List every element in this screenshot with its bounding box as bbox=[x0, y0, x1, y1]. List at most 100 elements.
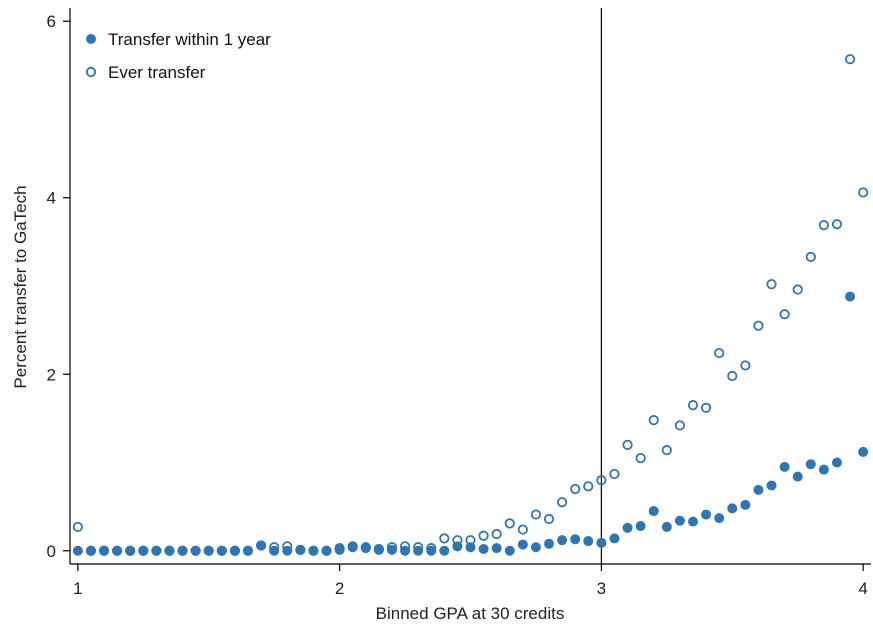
transfer-within-1-year-point bbox=[465, 542, 476, 553]
y-tick-label: 6 bbox=[47, 12, 56, 31]
ever-transfer-point bbox=[98, 545, 110, 556]
ever-transfer-point bbox=[609, 468, 620, 480]
ever-transfer-point bbox=[661, 445, 672, 456]
ever-transfer-point bbox=[648, 415, 659, 426]
transfer-within-1-year-point bbox=[426, 545, 437, 556]
transfer-within-1-year-point bbox=[439, 545, 450, 556]
ever-transfer-point bbox=[543, 513, 555, 525]
ever-transfer-point bbox=[413, 542, 424, 553]
ever-transfer-point bbox=[112, 545, 123, 556]
ever-transfer-point bbox=[674, 420, 686, 431]
ever-transfer-point bbox=[753, 320, 764, 331]
ever-transfer-point bbox=[452, 535, 463, 546]
ever-transfer-point bbox=[164, 545, 175, 556]
ever-transfer-point bbox=[399, 541, 411, 552]
ever-transfer-point bbox=[491, 528, 502, 540]
transfer-within-1-year-point bbox=[72, 545, 83, 556]
ever-transfer-point bbox=[347, 541, 358, 552]
ever-transfer-point bbox=[373, 543, 384, 555]
ever-transfer-point bbox=[805, 251, 816, 262]
transfer-within-1-year-point bbox=[570, 534, 581, 545]
transfer-within-1-year-point bbox=[740, 499, 751, 510]
transfer-within-1-year-point bbox=[491, 543, 502, 554]
transfer-within-1-year-point bbox=[622, 522, 633, 533]
transfer-within-1-year-point bbox=[805, 459, 816, 470]
ever-transfer-point bbox=[700, 402, 712, 413]
ever-transfer-point bbox=[216, 545, 227, 556]
ever-transfer-point bbox=[386, 542, 398, 553]
transfer-within-1-year-point bbox=[648, 506, 659, 517]
ever-transfer-point bbox=[570, 483, 581, 495]
ever-transfer-point bbox=[125, 545, 136, 556]
ever-transfer-point bbox=[321, 545, 332, 556]
transfer-within-1-year-point bbox=[609, 533, 620, 544]
ever-transfer-point bbox=[858, 187, 869, 198]
ever-transfer-point bbox=[596, 475, 607, 486]
transfer-within-1-year-point bbox=[688, 516, 698, 527]
ever-transfer-point bbox=[177, 545, 188, 556]
x-tick-label: 2 bbox=[335, 579, 344, 598]
transfer-within-1-year-point bbox=[727, 503, 738, 514]
ever-transfer-point bbox=[229, 545, 241, 556]
transfer-within-1-year-point bbox=[845, 291, 856, 302]
axes bbox=[69, 8, 871, 565]
legend-marker-hollow bbox=[85, 66, 97, 78]
transfer-within-1-year-point bbox=[478, 543, 489, 554]
ever-transfer-point bbox=[530, 509, 542, 520]
ever-transfer-point bbox=[269, 542, 280, 553]
ever-transfer-point bbox=[203, 545, 214, 556]
tick-layer: 1 2 3 4 0 2 4 6 bbox=[47, 12, 868, 598]
y-tick-label: 0 bbox=[47, 542, 56, 561]
ever-transfer-point bbox=[308, 545, 319, 556]
data-points-layer bbox=[72, 54, 869, 556]
transfer-within-1-year-point bbox=[583, 536, 594, 547]
transfer-within-1-year-point bbox=[714, 513, 725, 524]
transfer-within-1-year-point bbox=[596, 537, 607, 548]
ever-transfer-point bbox=[714, 347, 725, 359]
transfer-within-1-year-point bbox=[517, 539, 528, 550]
transfer-within-1-year-point bbox=[504, 545, 515, 556]
ever-transfer-point bbox=[85, 545, 97, 556]
ever-transfer-point bbox=[583, 481, 594, 492]
transfer-within-1-year-point bbox=[766, 480, 777, 491]
ever-transfer-point bbox=[779, 309, 790, 320]
ever-transfer-point bbox=[360, 542, 371, 553]
ever-transfer-point bbox=[557, 497, 568, 508]
ever-transfer-point bbox=[465, 535, 476, 546]
x-tick-label: 1 bbox=[73, 579, 82, 598]
legend-label-transfer-within-1-year: Transfer within 1 year bbox=[108, 30, 271, 49]
ever-transfer-point bbox=[478, 530, 489, 541]
transfer-within-1-year-point bbox=[753, 484, 764, 495]
y-tick-label: 4 bbox=[47, 189, 56, 208]
transfer-within-1-year-point bbox=[530, 542, 541, 553]
legend-label-ever-transfer: Ever transfer bbox=[108, 63, 206, 82]
y-tick-label: 2 bbox=[47, 365, 56, 384]
transfer-within-1-year-point bbox=[701, 509, 712, 520]
transfer-within-1-year-point bbox=[635, 521, 646, 532]
transfer-within-1-year-point bbox=[386, 544, 397, 555]
transfer-within-1-year-point bbox=[818, 464, 829, 475]
legend-marker-filled bbox=[86, 34, 96, 44]
x-tick-label: 4 bbox=[858, 579, 867, 598]
transfer-within-1-year-point bbox=[557, 535, 568, 546]
ever-transfer-point bbox=[792, 284, 803, 295]
ever-transfer-point bbox=[255, 540, 267, 551]
ever-transfer-point bbox=[138, 545, 149, 556]
ever-transfer-point bbox=[282, 541, 293, 552]
ever-transfer-point bbox=[72, 521, 83, 533]
ever-transfer-point bbox=[295, 544, 306, 555]
ever-transfer-point bbox=[831, 219, 843, 230]
transfer-within-1-year-point bbox=[544, 538, 555, 549]
x-tick-label: 3 bbox=[597, 579, 606, 598]
ever-transfer-point bbox=[635, 452, 646, 464]
ever-transfer-point bbox=[517, 524, 528, 535]
ever-transfer-point bbox=[151, 545, 162, 556]
legend: Transfer within 1 year Ever transfer bbox=[85, 30, 271, 82]
ever-transfer-point bbox=[687, 400, 699, 411]
ever-transfer-point bbox=[426, 543, 437, 554]
ever-transfer-point bbox=[504, 518, 515, 529]
transfer-within-1-year-point bbox=[858, 446, 869, 457]
ever-transfer-point bbox=[334, 543, 345, 554]
ever-transfer-point bbox=[622, 439, 633, 450]
